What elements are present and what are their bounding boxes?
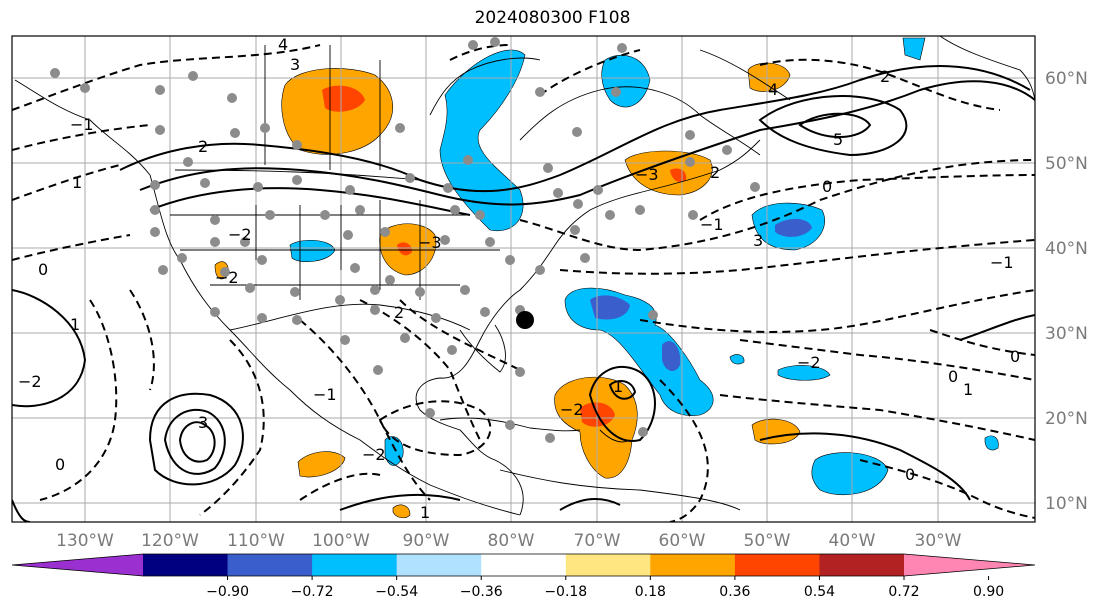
contour-label: −1: [313, 385, 337, 404]
colorbar-tick-label: 0.54: [804, 584, 835, 600]
contour-label: 1: [72, 173, 82, 192]
contour-label: 1: [420, 503, 430, 522]
colorbar-tick-label: −0.36: [460, 584, 503, 600]
lon-label: 50°W: [744, 531, 791, 551]
contour-label: 0: [1010, 347, 1020, 366]
lat-label: 50°N: [1045, 154, 1088, 174]
colorbar-tick-label: 0.72: [888, 584, 919, 600]
lon-label: 70°W: [574, 531, 621, 551]
contour-label: 0: [55, 455, 65, 474]
contour-label: 2: [710, 163, 720, 182]
colorbar-tick-label: −0.18: [544, 584, 587, 600]
plot-title: 2024080300 F108: [474, 8, 631, 28]
coastlines: [14, 36, 1035, 516]
contour-label: −3: [418, 233, 442, 252]
contour-label: 2: [394, 303, 404, 322]
contours-dashed: [12, 44, 1035, 522]
colorbar-segment: [565, 554, 651, 576]
lon-label: 90°W: [403, 531, 450, 551]
contour-label: −2: [215, 268, 239, 287]
contour-label: −1: [70, 115, 94, 134]
colorbar-segment: [734, 554, 820, 576]
lon-label: 40°W: [829, 531, 876, 551]
lat-label: 10°N: [1045, 494, 1088, 514]
contour-label: −2: [560, 400, 584, 419]
colorbar: −0.90 −0.72 −0.54 −0.36 −0.18 0.18 0.36 0.54 0.7…: [11, 553, 1036, 600]
contour-label: −2: [362, 445, 386, 464]
contour-label: 1: [70, 315, 80, 334]
contour-label-group: 4 3 2 1 0 −1 −2 3 4 5 0 1 2 2 −2 0 3 1 −…: [18, 35, 1020, 522]
contour-label: 4: [768, 80, 778, 99]
contours-solid: [12, 65, 1035, 522]
lat-label: 60°N: [1045, 69, 1088, 89]
lat-label: 20°N: [1045, 409, 1088, 429]
contour-label: 0: [822, 177, 832, 196]
lat-label: 40°N: [1045, 239, 1088, 259]
contour-label: 1: [963, 380, 973, 399]
contour-label: −3: [635, 165, 659, 184]
colorbar-extend-high: [904, 554, 1035, 576]
longitude-labels: 130°W 120°W 110°W 100°W 90°W 80°W 70°W 6…: [56, 531, 962, 551]
colorbar-tick-label: −0.72: [291, 584, 334, 600]
lon-label: 130°W: [56, 531, 114, 551]
contour-label: 0: [948, 367, 958, 386]
lon-label: 60°W: [659, 531, 706, 551]
latitude-labels: 60°N 50°N 40°N 30°N 20°N 10°N: [1045, 69, 1088, 514]
contour-label: −2: [18, 372, 42, 391]
colorbar-tick-label: 0.90: [973, 584, 1004, 600]
colorbar-outline: [11, 553, 1036, 577]
colorbar-tick-label: 0.36: [719, 584, 750, 600]
colorbar-segment: [312, 554, 398, 576]
colorbar-tick-label: −0.90: [206, 584, 249, 600]
contour-label: 5: [833, 130, 843, 149]
colorbar-segment: [143, 554, 229, 576]
colorbar-tick-label: −0.54: [375, 584, 418, 600]
lon-label: 110°W: [227, 531, 285, 551]
graticule: [12, 36, 1035, 522]
contour-label: 3: [290, 55, 300, 74]
contour-label: 0: [905, 465, 915, 484]
colorbar-tick-label: 0.18: [635, 584, 666, 600]
contour-label: 0: [38, 260, 48, 279]
station-dots: [50, 37, 760, 443]
contour-label: 3: [753, 231, 763, 250]
contour-label: −2: [797, 353, 821, 372]
contour-label: 2: [880, 67, 890, 86]
contour-label: 2: [198, 137, 208, 156]
location-marker: [516, 311, 534, 329]
contour-label: 4: [278, 35, 288, 54]
colorbar-extend-low: [12, 554, 143, 576]
lon-label: 30°W: [915, 531, 962, 551]
lat-label: 30°N: [1045, 324, 1088, 344]
contour-label: 3: [198, 413, 208, 432]
colorbar-segment: [481, 554, 567, 576]
map-area: 4 3 2 1 0 −1 −2 3 4 5 0 1 2 2 −2 0 3 1 −…: [12, 35, 1035, 522]
colorbar-segment: [819, 554, 905, 576]
contour-label: 1: [613, 377, 623, 396]
colorbar-segment: [396, 554, 482, 576]
map-frame: [11, 35, 1036, 523]
lon-label: 120°W: [141, 531, 199, 551]
colorbar-segment: [227, 554, 313, 576]
lon-label: 80°W: [488, 531, 535, 551]
contour-label: −1: [700, 215, 724, 234]
contour-label: −2: [228, 225, 252, 244]
colorbar-segment: [650, 554, 736, 576]
contour-label: −1: [990, 253, 1014, 272]
lon-label: 100°W: [312, 531, 370, 551]
